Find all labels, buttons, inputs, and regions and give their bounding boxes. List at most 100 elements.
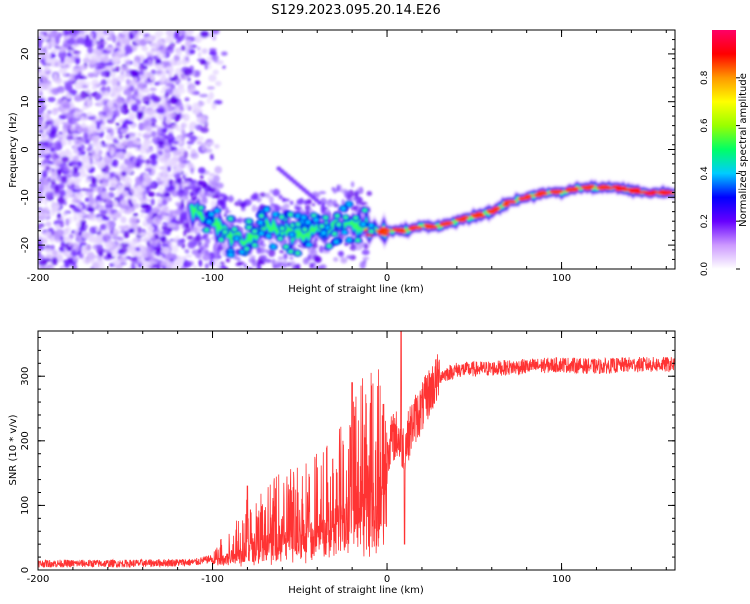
spectrogram-noise-blob [110, 162, 119, 167]
spectrogram-noise-blob [102, 105, 110, 113]
spectrogram-noise-blob [120, 242, 129, 248]
spectrogram-noise-blob [167, 252, 174, 260]
spectrogram-blob [302, 227, 308, 232]
spectrogram-noise-blob [42, 185, 50, 193]
spectrogram-noise-blob [175, 172, 180, 179]
spectrogram-noise-blob [62, 62, 72, 69]
spectrogram-noise-blob [161, 127, 168, 133]
spectrogram-ridge-peak [492, 206, 501, 210]
spectrogram-noise-blob [190, 167, 194, 175]
spectrogram-noise-blob [54, 219, 64, 224]
spectrogram-noise-blob [83, 40, 93, 48]
spectrogram-noise-blob [109, 262, 115, 268]
spectrogram-noise-blob [49, 52, 56, 59]
spectrogram-noise-blob [126, 140, 134, 149]
spectrogram-noise-blob [99, 223, 107, 231]
spectrogram-noise-blob [267, 239, 275, 244]
spectrogram-noise-blob [168, 210, 177, 214]
spectrogram-noise-blob [239, 267, 244, 269]
spectrogram-blob [264, 207, 270, 212]
spectrogram-noise-blob [158, 185, 163, 193]
spectrogram-noise-blob [222, 194, 228, 201]
spectrogram-noise-blob [289, 256, 294, 260]
spectrogram-noise-blob [78, 64, 88, 71]
spectrogram-noise-blob [112, 55, 120, 64]
spectrogram-noise-blob [48, 133, 55, 139]
spectrogram-noise-blob [121, 38, 130, 45]
spectrogram-noise-blob [181, 243, 186, 249]
spectrogram-noise-blob [114, 107, 120, 117]
spectrogram-noise-blob [159, 254, 164, 261]
spectrogram-noise-blob [318, 245, 324, 254]
spectrogram-noise-blob [123, 186, 131, 192]
spectrogram-noise-blob [135, 163, 141, 168]
spectrogram-noise-blob [190, 152, 199, 160]
spectrogram-noise-blob [137, 132, 142, 138]
spectrogram-noise-blob [182, 133, 186, 140]
spectrogram-noise-blob [104, 203, 112, 209]
spectrogram-noise-blob [117, 145, 126, 149]
spectrogram-noise-blob [157, 140, 165, 147]
spectrogram-blob [326, 244, 332, 249]
spectrogram-noise-blob [277, 256, 284, 261]
spectrogram-noise-blob [144, 164, 152, 169]
spectrogram-blob [333, 239, 339, 244]
spectrogram-noise-blob [50, 172, 58, 181]
spectrogram-noise-blob [95, 50, 103, 57]
spectrogram-noise-blob [198, 259, 203, 267]
spectrogram-noise-blob [156, 153, 160, 162]
spectrogram-noise-blob [182, 113, 190, 122]
spectrogram-noise-blob [87, 72, 96, 78]
spectrogram-noise-blob [106, 111, 115, 116]
spectrogram-noise-blob [164, 37, 170, 44]
spectrogram-noise-blob [79, 74, 84, 80]
spectrogram-blob [206, 219, 212, 224]
spectrogram-noise-blob [159, 113, 164, 122]
spectrogram-noise-blob [125, 256, 131, 260]
spectrogram-noise-blob [183, 222, 190, 228]
snr-y-label: SNR (10 * v/v) [8, 414, 19, 485]
spectrogram-noise-blob [77, 213, 87, 217]
spectrogram-noise-blob [137, 30, 145, 36]
spectrogram-noise-blob [41, 84, 48, 91]
spectrogram-blob [228, 252, 234, 257]
colorbar-tick-label: 0.4 [700, 166, 710, 181]
spectrogram-noise-blob [311, 203, 316, 207]
y-tick-label: 20 [20, 48, 31, 61]
spectrogram-noise-blob [58, 50, 67, 60]
spectrogram-noise-blob [128, 228, 135, 234]
spectrogram-noise-blob [75, 227, 80, 233]
spectrogram-noise-blob [352, 197, 359, 202]
spectrogram-noise-blob [343, 190, 349, 198]
spectrogram-noise-blob [126, 59, 131, 67]
spectrogram-noise-blob [53, 72, 58, 80]
spectrogram-noise-blob [164, 88, 173, 96]
spectrogram-noise-blob [78, 109, 84, 113]
spectrogram-noise-blob [87, 46, 94, 54]
colorbar-scale [712, 30, 736, 269]
colorbar-tick-label: 0.6 [700, 118, 710, 133]
spectrogram-noise-blob [221, 51, 228, 56]
spectrogram-noise-blob [86, 147, 91, 152]
spectrogram-noise-blob [108, 193, 115, 199]
spectrogram-noise-blob [303, 199, 308, 206]
spectrogram-noise-blob [39, 57, 46, 64]
spectrogram-noise-blob [183, 133, 193, 138]
spectrogram-noise-blob [79, 168, 86, 175]
x-tick-label: 0 [384, 273, 390, 284]
spectrogram-noise-blob [307, 253, 311, 260]
spectrogram-noise-blob [150, 131, 157, 138]
y-tick-label: 200 [20, 431, 31, 450]
spectrogram-noise-blob [85, 188, 94, 193]
spectrogram-noise-blob [213, 174, 220, 183]
spectrogram-noise-blob [83, 30, 89, 34]
spectrogram-ridge-peak [430, 225, 439, 229]
spectrogram-noise-blob [216, 248, 220, 256]
spectrogram-noise-blob [196, 46, 201, 51]
spectrogram-noise-blob [45, 120, 53, 124]
spectrogram-noise-blob [245, 273, 251, 278]
spectrogram-noise-blob [256, 262, 261, 267]
spectrogram-noise-blob [130, 262, 136, 269]
spectrogram-noise-blob [120, 199, 126, 204]
spectrogram-noise-blob [58, 46, 67, 52]
